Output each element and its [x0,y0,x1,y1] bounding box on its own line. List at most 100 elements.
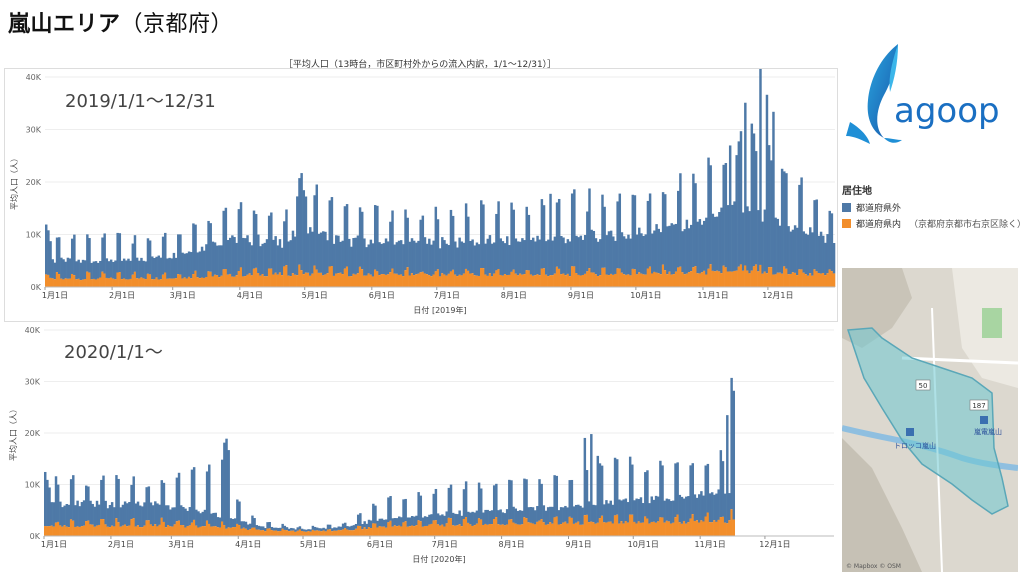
bar-outside[interactable] [579,505,582,525]
bar-outside[interactable] [529,507,533,523]
bar-inside[interactable] [462,273,466,287]
bar-inside[interactable] [277,531,280,536]
bar-outside[interactable] [134,503,138,527]
bar-inside[interactable] [72,520,75,536]
bar-inside[interactable] [499,524,502,536]
bar-outside[interactable] [700,491,703,521]
bar-inside[interactable] [254,267,258,287]
bar-inside[interactable] [651,273,654,287]
bar-inside[interactable] [133,271,137,287]
bar-outside[interactable] [268,522,271,529]
bar-outside[interactable] [748,211,751,274]
bar-inside[interactable] [356,273,360,287]
bar-inside[interactable] [62,279,65,287]
bar-inside[interactable] [240,528,243,536]
bar-outside[interactable] [363,521,366,528]
bar-outside[interactable] [681,231,684,273]
bar-inside[interactable] [732,519,736,536]
bar-outside[interactable] [300,528,304,532]
bar-outside[interactable] [399,240,403,275]
bar-inside[interactable] [47,274,50,287]
bar-outside[interactable] [428,238,431,276]
bar-inside[interactable] [197,527,200,536]
bar-inside[interactable] [425,274,429,287]
bar-inside[interactable] [78,526,81,536]
bar-outside[interactable] [367,244,370,274]
bar-inside[interactable] [205,276,208,287]
bar-outside[interactable] [759,62,762,265]
bar-inside[interactable] [410,273,414,287]
bar-inside[interactable] [471,273,474,287]
bar-outside[interactable] [510,202,513,272]
bar-outside[interactable] [144,261,148,280]
bar-inside[interactable] [255,529,258,536]
bar-inside[interactable] [223,525,226,536]
bar-inside[interactable] [168,278,171,287]
bar-inside[interactable] [108,527,112,536]
bar-inside[interactable] [44,526,47,536]
bar-outside[interactable] [460,515,464,527]
bar-inside[interactable] [627,274,630,287]
bar-outside[interactable] [322,527,325,531]
bar-outside[interactable] [296,527,299,531]
bar-inside[interactable] [198,278,202,287]
bar-inside[interactable] [631,514,634,536]
bar-outside[interactable] [298,178,301,265]
bar-inside[interactable] [276,274,280,287]
bar-outside[interactable] [195,509,198,526]
area-map[interactable]: 50 187 トロッコ嵐山 嵐電嵐山 © Mapbox © OSM [841,268,1019,573]
bar-inside[interactable] [341,529,345,536]
bar-outside[interactable] [333,527,336,531]
bar-outside[interactable] [674,463,677,518]
bar-inside[interactable] [75,279,78,287]
bar-inside[interactable] [218,527,222,536]
bar-outside[interactable] [391,210,394,269]
bar-outside[interactable] [648,503,651,524]
bar-inside[interactable] [731,271,734,287]
bar-outside[interactable] [350,246,353,277]
bar-outside[interactable] [330,197,334,267]
bar-inside[interactable] [115,518,118,536]
bar-outside[interactable] [300,173,303,271]
bar-outside[interactable] [352,525,356,531]
bar-outside[interactable] [61,507,64,527]
bar-inside[interactable] [231,276,234,287]
bar-outside[interactable] [456,247,459,277]
bar-outside[interactable] [451,512,455,526]
bar-outside[interactable] [251,515,254,528]
bar-outside[interactable] [789,231,793,274]
bar-outside[interactable] [642,235,645,275]
bar-outside[interactable] [389,496,392,521]
bar-inside[interactable] [83,279,87,287]
bar-inside[interactable] [233,276,236,287]
bar-outside[interactable] [365,523,369,530]
bar-inside[interactable] [270,268,273,287]
bar-inside[interactable] [268,528,271,536]
bar-inside[interactable] [235,275,238,287]
bar-outside[interactable] [458,510,461,525]
bar-outside[interactable] [679,173,682,267]
bar-inside[interactable] [190,522,194,536]
bar-outside[interactable] [190,469,194,523]
bar-outside[interactable] [238,501,241,526]
bar-outside[interactable] [438,248,442,277]
bar-outside[interactable] [499,238,502,275]
bar-inside[interactable] [521,524,524,536]
bar-inside[interactable] [637,521,641,536]
bar-inside[interactable] [303,531,306,536]
bar-outside[interactable] [205,244,208,277]
bar-outside[interactable] [599,239,602,276]
bar-inside[interactable] [501,275,505,287]
bar-inside[interactable] [555,266,559,287]
bar-inside[interactable] [480,519,483,536]
bar-outside[interactable] [81,259,85,280]
bar-outside[interactable] [106,508,110,527]
bar-outside[interactable] [426,516,429,526]
bar-inside[interactable] [611,523,615,536]
bar-outside[interactable] [181,252,184,279]
bar-inside[interactable] [830,271,834,287]
bar-outside[interactable] [529,239,533,275]
bar-outside[interactable] [158,504,161,525]
bar-inside[interactable] [324,531,328,536]
bar-outside[interactable] [287,528,291,532]
